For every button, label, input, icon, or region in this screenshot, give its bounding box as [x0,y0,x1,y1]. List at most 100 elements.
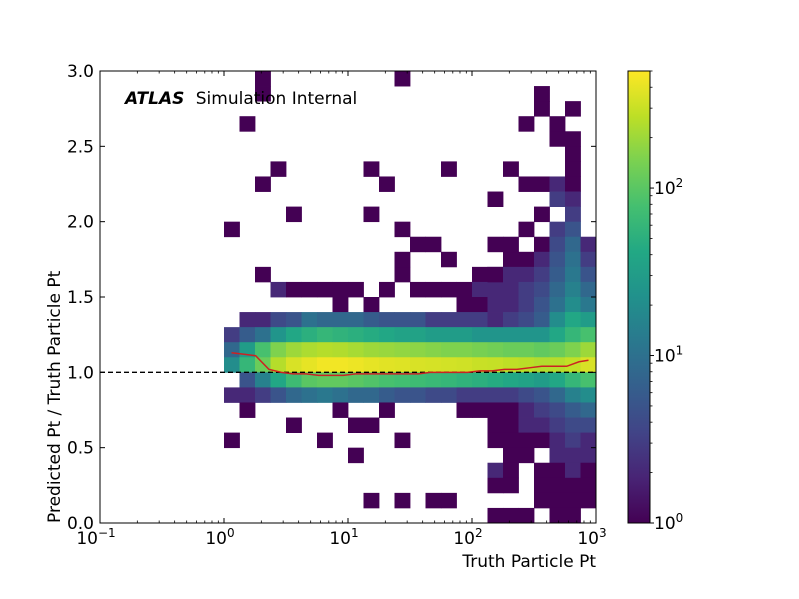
heatmap-cell [410,312,426,328]
x-tick-exponent: 0 [227,526,235,540]
heatmap-cell [549,477,566,494]
colorbar-tick-exponent: 1 [676,344,684,358]
heatmap-cell [503,161,519,177]
heatmap-cell [224,221,240,238]
heatmap-cell [549,372,566,388]
heatmap-cell [549,327,566,343]
heatmap-cell [534,176,550,192]
heatmap-cell [549,116,566,132]
heatmap-cell [580,236,596,253]
heatmap-cell [518,297,535,313]
heatmap-cell [534,387,550,403]
heatmap-cell [255,372,271,388]
x-tick-exponent: 1 [351,526,359,540]
heatmap-cell [379,372,395,388]
heatmap-cell [224,342,240,358]
heatmap-cell [332,281,349,298]
heatmap-cell [255,387,271,403]
y-tick-label: 0.0 [67,514,94,534]
heatmap-cell [394,432,411,449]
heatmap-cell [456,312,473,328]
x-tick-label: 100 [205,526,234,549]
heatmap-cell [472,402,488,418]
heatmap-cell [534,206,550,223]
y-tick-label: 2.0 [67,213,94,233]
heatmap-cell [410,236,426,253]
heatmap-cell [503,312,519,328]
heatmap-cell [549,251,566,268]
heatmap-cell [239,116,256,132]
heatmap-cell [363,387,380,403]
heatmap-cell [332,372,349,388]
heatmap-cell [441,251,457,268]
heatmap-cell [565,417,581,433]
heatmap-cell [456,357,473,373]
heatmap-cell [410,281,426,298]
heatmap-cell [565,477,581,494]
heatmap-cell [549,402,566,418]
heatmap-cell [565,507,581,523]
y-tick-label: 3.0 [67,62,94,82]
heatmap-cell [425,387,442,403]
heatmap-cell [503,357,519,373]
heatmap-cell [394,357,411,373]
heatmap-cell [503,507,519,523]
heatmap-cell [503,387,519,403]
heatmap-cell [317,312,333,328]
heatmap-cell [472,312,488,328]
heatmap-cell [379,387,395,403]
heatmap-cell [487,507,504,523]
heatmap-cell [332,387,349,403]
heatmap-cell [503,417,519,433]
heatmap-cell [549,507,566,523]
x-tick-label: 103 [577,526,606,549]
heatmap-cell [394,266,411,283]
heatmap-cell [456,297,473,313]
heatmap-cell [270,281,287,298]
heatmap-cell [503,372,519,388]
heatmap-cell [410,372,426,388]
heatmap-cell [503,447,519,464]
heatmap-cell [441,372,457,388]
heatmap-cell [270,372,287,388]
heatmap-cell [518,266,535,283]
y-tick-label: 0.5 [67,439,94,459]
heatmap-cell [425,236,442,253]
heatmap-cell [348,342,364,358]
heatmap-cell [363,161,380,177]
heatmap-cell [549,281,566,298]
heatmap-cell [503,236,519,253]
heatmap-cell [317,281,333,298]
heatmap-cell [348,372,364,388]
heatmap-cell [394,71,411,87]
heatmap-cell [565,206,581,223]
heatmap-cell [301,357,318,373]
heatmap-cell [441,387,457,403]
heatmap-cell [317,357,333,373]
heatmap-cell [534,236,550,253]
heatmap-cell [301,387,318,403]
heatmap-cell [549,492,566,509]
heatmap-cell [255,176,271,192]
colorbar-tick-exponent: 0 [676,511,684,525]
heatmap-cell [503,251,519,268]
heatmap-cell [565,387,581,403]
heatmap-cell [472,372,488,388]
heatmap-cell [487,281,504,298]
heatmap-cell [348,447,364,464]
heatmap-cell [565,462,581,479]
heatmap-cell [239,402,256,418]
heatmap-cell [286,357,302,373]
heatmap-cell [224,327,240,343]
heatmap-cell [286,327,302,343]
heatmap-cell [518,402,535,418]
heatmap-cell [394,221,411,238]
heatmap-cell [348,312,364,328]
heatmap-cell [565,327,581,343]
heatmap-cell [239,387,256,403]
heatmap-cell [379,281,395,298]
heatmap-cell [255,312,271,328]
heatmap-cell [363,492,380,509]
heatmap-cell [425,312,442,328]
heatmap-cell [286,387,302,403]
